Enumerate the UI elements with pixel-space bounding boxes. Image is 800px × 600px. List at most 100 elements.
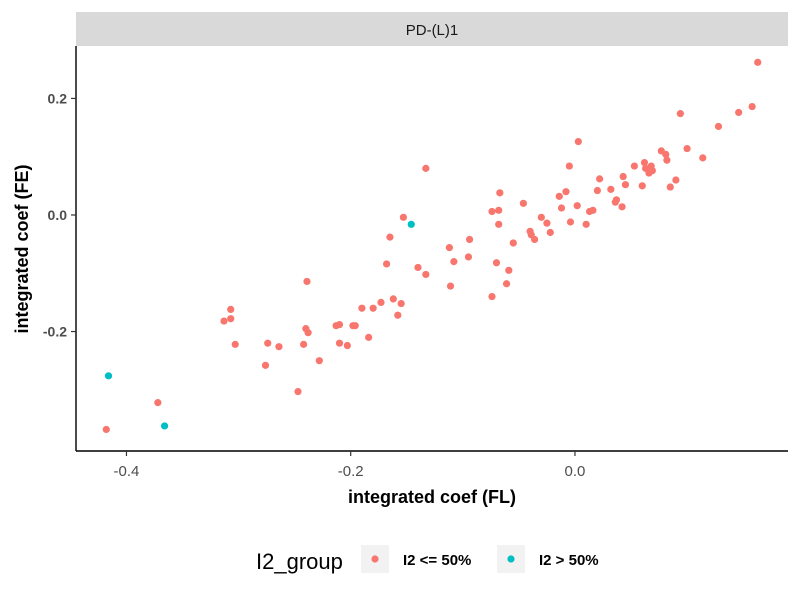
data-point-low-i2 xyxy=(343,341,351,350)
data-point-low-i2 xyxy=(618,203,626,211)
data-point-low-i2 xyxy=(358,304,366,312)
data-point-low-i2 xyxy=(351,322,359,330)
data-point-low-i2 xyxy=(638,182,646,190)
data-point-low-i2 xyxy=(445,244,453,252)
data-point-low-i2 xyxy=(714,122,723,131)
data-point-low-i2 xyxy=(648,167,656,175)
data-point-low-i2 xyxy=(589,206,597,214)
data-point-low-i2 xyxy=(672,176,680,184)
legend-marker-low xyxy=(371,555,379,563)
data-point-low-i2 xyxy=(537,213,545,221)
data-point-low-i2 xyxy=(562,188,570,196)
legend-title: I2_group xyxy=(256,549,343,574)
data-point-low-i2 xyxy=(735,108,743,117)
legend: I2_group I2 <= 50% I2 > 50% xyxy=(256,545,599,574)
data-point-low-i2 xyxy=(496,189,504,197)
data-point-low-i2 xyxy=(566,218,575,226)
data-point-low-i2 xyxy=(662,150,670,158)
data-point-low-i2 xyxy=(231,340,239,348)
data-point-low-i2 xyxy=(414,263,422,272)
y-axis-ticks: -0.2 0.0 0.2 xyxy=(43,90,76,340)
y-tick-label: 0.2 xyxy=(48,90,68,106)
data-point-high-i2 xyxy=(104,372,113,380)
data-point-low-i2 xyxy=(607,185,615,193)
data-point-low-i2 xyxy=(394,311,402,319)
x-axis-ticks: -0.4 -0.2 0.0 xyxy=(114,451,586,480)
data-point-low-i2 xyxy=(557,204,566,212)
data-point-low-i2 xyxy=(666,183,674,191)
facet-strip xyxy=(76,12,788,46)
data-point-low-i2 xyxy=(464,253,473,261)
data-point-low-i2 xyxy=(519,199,527,207)
data-point-high-i2 xyxy=(160,422,169,430)
data-point-low-i2 xyxy=(102,425,110,434)
y-tick-label: 0.0 xyxy=(48,207,68,223)
x-tick-label: 0.0 xyxy=(565,463,586,480)
data-point-low-i2 xyxy=(446,282,455,290)
facet-label: PD-(L)1 xyxy=(406,22,459,39)
data-point-low-i2 xyxy=(422,270,430,279)
data-point-low-i2 xyxy=(754,58,762,66)
legend-label-high: I2 > 50% xyxy=(539,552,599,569)
data-point-low-i2 xyxy=(227,305,235,313)
data-point-low-i2 xyxy=(386,233,394,241)
data-point-low-i2 xyxy=(275,343,283,351)
y-axis-title: integrated coef (FE) xyxy=(12,164,32,333)
data-point-low-i2 xyxy=(619,172,627,181)
data-point-low-i2 xyxy=(699,154,707,162)
data-point-low-i2 xyxy=(505,266,513,274)
x-tick-label: -0.4 xyxy=(114,463,140,480)
data-point-low-i2 xyxy=(220,317,228,325)
data-point-low-i2 xyxy=(596,175,604,183)
data-point-low-i2 xyxy=(294,387,302,396)
x-axis-title: integrated coef (FL) xyxy=(348,487,516,507)
data-point-low-i2 xyxy=(676,109,684,118)
data-point-low-i2 xyxy=(399,213,408,221)
data-point-low-i2 xyxy=(377,298,385,307)
data-point-low-i2 xyxy=(315,357,323,365)
data-point-low-i2 xyxy=(335,339,344,347)
data-point-low-i2 xyxy=(555,192,563,200)
data-point-low-i2 xyxy=(683,144,691,153)
x-tick-label: -0.2 xyxy=(338,463,364,480)
data-point-low-i2 xyxy=(509,239,517,247)
data-point-low-i2 xyxy=(303,277,311,286)
data-point-low-i2 xyxy=(450,258,458,266)
data-point-low-i2 xyxy=(300,340,308,348)
data-point-low-i2 xyxy=(365,333,373,341)
data-point-low-i2 xyxy=(612,196,621,204)
data-point-low-i2 xyxy=(574,137,582,146)
data-point-low-i2 xyxy=(663,156,671,164)
data-point-low-i2 xyxy=(621,181,630,189)
data-point-low-i2 xyxy=(582,220,590,228)
data-point-low-i2 xyxy=(154,399,162,407)
data-point-low-i2 xyxy=(543,219,551,227)
data-point-low-i2 xyxy=(495,220,503,228)
data-point-low-i2 xyxy=(261,361,270,369)
legend-label-low: I2 <= 50% xyxy=(403,552,471,569)
data-point-low-i2 xyxy=(369,304,377,312)
data-point-low-i2 xyxy=(488,207,496,216)
data-point-low-i2 xyxy=(335,320,344,329)
data-point-low-i2 xyxy=(565,162,573,170)
data-point-low-i2 xyxy=(640,158,649,167)
data-point-high-i2 xyxy=(407,220,415,228)
legend-marker-high xyxy=(507,555,515,563)
data-points xyxy=(102,58,762,434)
data-point-low-i2 xyxy=(530,235,539,244)
data-point-low-i2 xyxy=(630,162,638,170)
data-point-low-i2 xyxy=(502,280,511,288)
data-point-low-i2 xyxy=(227,315,235,323)
data-point-low-i2 xyxy=(492,259,501,267)
data-point-low-i2 xyxy=(748,103,756,111)
data-point-low-i2 xyxy=(488,292,496,301)
data-point-low-i2 xyxy=(495,206,503,214)
data-point-low-i2 xyxy=(546,228,554,237)
data-point-low-i2 xyxy=(304,329,312,337)
data-point-low-i2 xyxy=(264,339,272,347)
y-tick-label: -0.2 xyxy=(43,324,67,340)
data-point-low-i2 xyxy=(382,260,391,268)
data-point-low-i2 xyxy=(465,235,474,244)
data-point-low-i2 xyxy=(389,295,397,303)
